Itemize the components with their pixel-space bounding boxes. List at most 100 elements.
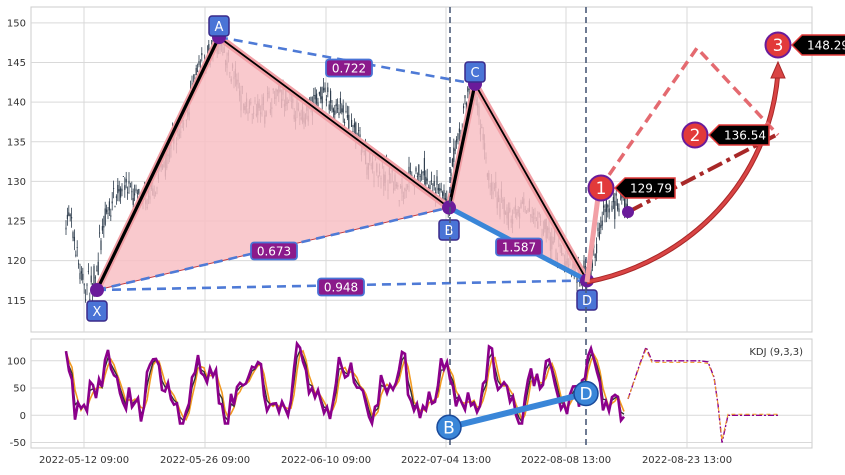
price-y-tick-label: 125: [7, 217, 26, 228]
price-plot-area: [31, 7, 812, 332]
candle-body: [119, 189, 120, 191]
candle-body: [324, 88, 325, 93]
kdj-y-tick-label: 0: [20, 411, 26, 422]
ratio-label: 0.948: [318, 279, 364, 296]
x-tick-label: 2022-08-23 13:00: [642, 455, 732, 466]
candle-body: [117, 185, 118, 193]
pattern-point-b: [442, 201, 456, 215]
candle-body: [450, 173, 451, 176]
ratio-label: 0.673: [251, 243, 297, 260]
candle-body: [79, 273, 80, 279]
candle-body: [134, 194, 135, 196]
candle-body: [74, 237, 75, 241]
kdj-y-tick-label: 100: [7, 356, 26, 367]
candle-body: [331, 105, 332, 109]
candle-body: [614, 201, 615, 219]
candle-body: [65, 228, 66, 230]
candle-body: [354, 123, 355, 127]
candle-body: [103, 226, 104, 228]
candle-body: [106, 210, 107, 213]
kdj-y-tick-label: 50: [13, 384, 26, 395]
candle-body: [359, 134, 360, 137]
candle-body: [463, 106, 464, 108]
candle-body: [86, 284, 87, 285]
candle-body: [110, 215, 111, 216]
candle-body: [319, 92, 320, 94]
candle-body: [82, 274, 83, 280]
candle-body: [420, 176, 421, 177]
price-panel: 1151201251301351401451500.7220.6730.9481…: [7, 7, 845, 332]
candle-body: [98, 262, 99, 275]
candle-body: [109, 201, 110, 210]
candle-body: [126, 179, 127, 183]
candle-body: [344, 122, 345, 123]
pattern-point-x: [90, 283, 104, 297]
candle-body: [595, 254, 596, 258]
kdj-marker-label-d: D: [579, 385, 592, 405]
candle-body: [105, 208, 106, 224]
pattern-label-d: D: [582, 294, 592, 309]
candle-body: [124, 185, 125, 190]
candle-body: [127, 192, 128, 193]
candle-body: [315, 95, 316, 99]
x-tick-label: 2022-07-04 13:00: [401, 455, 491, 466]
candle-body: [113, 188, 114, 189]
candle-body: [439, 188, 440, 191]
candle-body: [196, 68, 197, 75]
candle-body: [453, 148, 454, 162]
candle-body: [112, 201, 113, 203]
candle-body: [604, 209, 605, 212]
candle-body: [334, 110, 335, 114]
candle-body: [415, 168, 416, 172]
candle-body: [120, 188, 121, 197]
candle-body: [467, 87, 468, 92]
candle-body: [327, 87, 328, 92]
candle-body: [358, 130, 359, 131]
candle-body: [340, 98, 341, 104]
ratio-label-text: 1.587: [502, 241, 536, 255]
price-y-tick-label: 140: [7, 98, 26, 109]
candle-body: [599, 232, 600, 239]
candle-body: [198, 61, 199, 65]
price-y-tick-label: 130: [7, 177, 26, 188]
candle-body: [322, 96, 323, 103]
candle-body: [441, 189, 442, 190]
candle-body: [424, 158, 425, 175]
candle-body: [197, 71, 198, 72]
candle-body: [333, 109, 334, 112]
candle-body: [422, 172, 423, 173]
candle-body: [75, 255, 76, 256]
candle-body: [457, 134, 458, 140]
candle-body: [99, 233, 100, 234]
candle-body: [618, 208, 619, 212]
candle-body: [351, 120, 352, 127]
ratio-label: 0.722: [326, 60, 372, 77]
candle-body: [338, 112, 339, 115]
candle-body: [128, 181, 129, 184]
candle-body: [616, 193, 617, 195]
candle-body: [337, 108, 338, 109]
ratio-label-text: 0.948: [324, 281, 358, 295]
candle-body: [456, 139, 457, 142]
candle-body: [343, 105, 344, 112]
candle-body: [434, 181, 435, 186]
candle-body: [137, 193, 138, 194]
candle-body: [138, 189, 139, 194]
candle-body: [72, 232, 73, 238]
x-tick-label: 2022-06-10 09:00: [281, 455, 371, 466]
candle-body: [316, 94, 317, 104]
candle-body: [68, 212, 69, 215]
price-y-tick-label: 150: [7, 18, 26, 29]
candle-body: [133, 198, 134, 205]
target-number: 2: [690, 126, 701, 146]
candle-body: [597, 228, 598, 231]
candle-body: [431, 180, 432, 181]
candle-body: [613, 197, 614, 202]
x-tick-label: 2022-05-26 09:00: [160, 455, 250, 466]
candle-body: [329, 104, 330, 109]
